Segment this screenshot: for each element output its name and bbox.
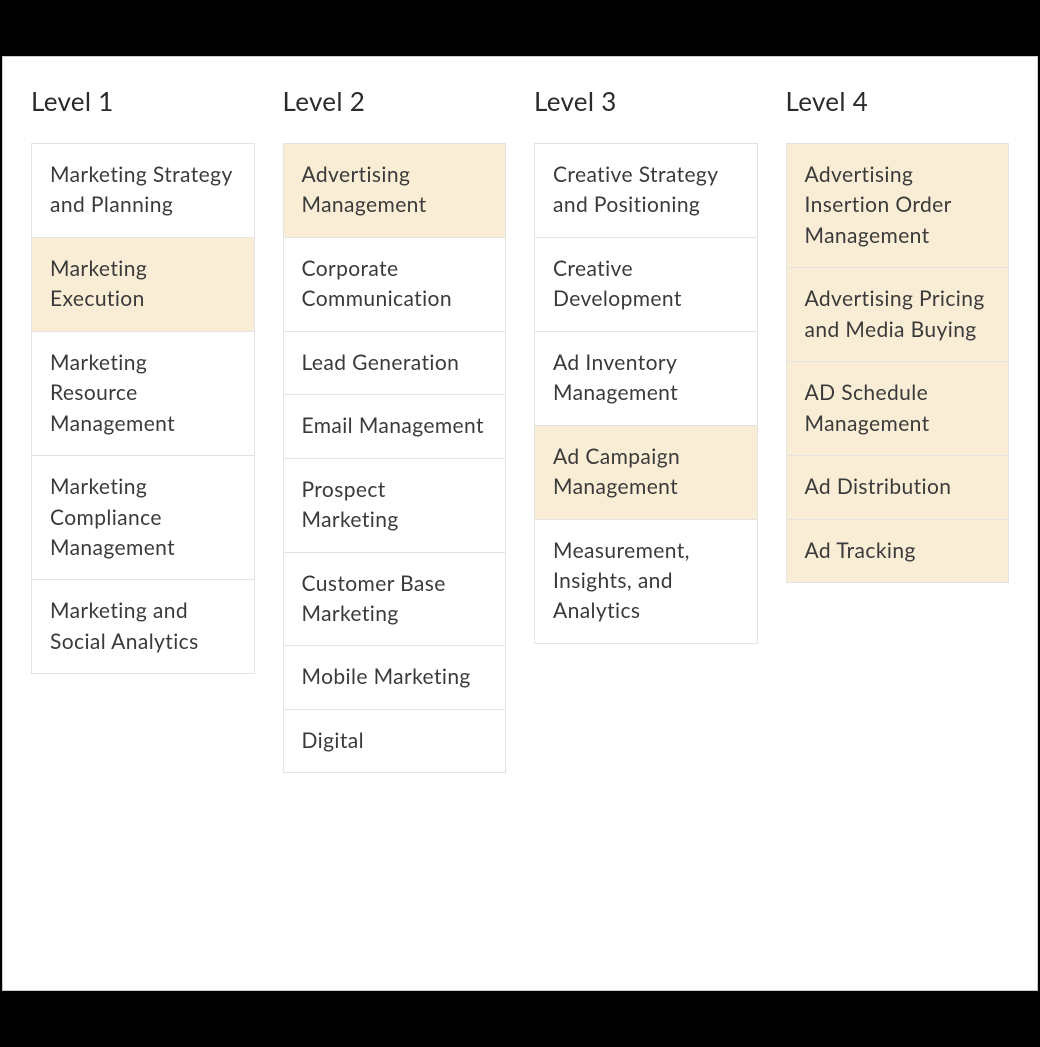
column-level-3: Level 3 Creative Strategy and Positionin… [534,85,758,990]
capability-item[interactable]: Ad Inventory Management [535,332,757,426]
item-stack: Creative Strategy and Positioning Creati… [534,143,758,644]
capability-item[interactable]: Marketing Compliance Management [32,456,254,580]
capability-item[interactable]: Marketing Strategy and Planning [32,144,254,238]
capability-item[interactable]: Corporate Communication [284,238,506,332]
item-stack: Advertising Management Corporate Communi… [283,143,507,773]
capability-item[interactable]: Measurement, Insights, and Analytics [535,520,757,643]
capability-item[interactable]: Prospect Marketing [284,459,506,553]
capability-item[interactable]: Email Management [284,395,506,458]
capability-item[interactable]: Marketing and Social Analytics [32,580,254,673]
item-stack: Marketing Strategy and Planning Marketin… [31,143,255,674]
capability-item[interactable]: Digital [284,710,506,772]
column-header: Level 2 [283,85,507,117]
capability-item[interactable]: Ad Tracking [787,520,1009,582]
capability-item[interactable]: Customer Base Marketing [284,553,506,647]
capability-item[interactable]: Lead Generation [284,332,506,395]
column-header: Level 3 [534,85,758,117]
capability-item[interactable]: Advertising Management [284,144,506,238]
capability-item[interactable]: Marketing Resource Management [32,332,254,456]
capability-item[interactable]: Advertising Pricing and Media Buying [787,268,1009,362]
column-header: Level 1 [31,85,255,117]
capability-item[interactable]: AD Schedule Management [787,362,1009,456]
column-header: Level 4 [786,85,1010,117]
capability-item[interactable]: Ad Campaign Management [535,426,757,520]
capability-item[interactable]: Marketing Execution [32,238,254,332]
columns-wrap: Level 1 Marketing Strategy and Planning … [31,85,1009,990]
column-level-4: Level 4 Advertising Insertion Order Mana… [786,85,1010,990]
column-level-2: Level 2 Advertising Management Corporate… [283,85,507,990]
capability-item[interactable]: Advertising Insertion Order Management [787,144,1009,268]
column-level-1: Level 1 Marketing Strategy and Planning … [31,85,255,990]
capability-item[interactable]: Mobile Marketing [284,646,506,709]
capability-map-frame: Level 1 Marketing Strategy and Planning … [2,56,1038,991]
capability-item[interactable]: Creative Development [535,238,757,332]
item-stack: Advertising Insertion Order Management A… [786,143,1010,583]
capability-item[interactable]: Creative Strategy and Positioning [535,144,757,238]
capability-item[interactable]: Ad Distribution [787,456,1009,519]
